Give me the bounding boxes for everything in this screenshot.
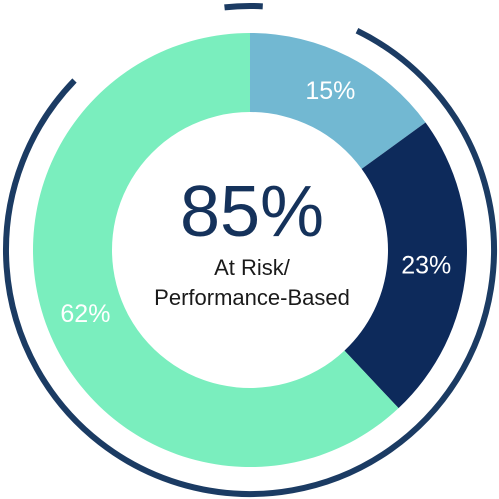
- slice-label-62pct: 62%: [60, 300, 110, 328]
- slice-23pct: [344, 122, 467, 409]
- outer-ring-arc-1: [3, 28, 497, 497]
- slice-label-15pct: 15%: [305, 77, 355, 105]
- outer-ring-arc-2: [224, 3, 263, 11]
- outer-ring-group: [3, 3, 497, 497]
- slice-62pct: [32, 33, 399, 467]
- donut-slices: [32, 33, 467, 467]
- center-caption-line2: Performance-Based: [154, 285, 350, 310]
- slice-15pct: [250, 33, 426, 169]
- center-value: 85%: [180, 172, 324, 252]
- slice-label-23pct: 23%: [401, 251, 451, 279]
- slice-labels: 15% 23% 62%: [60, 77, 451, 328]
- center-caption-line1: At Risk/: [214, 255, 291, 280]
